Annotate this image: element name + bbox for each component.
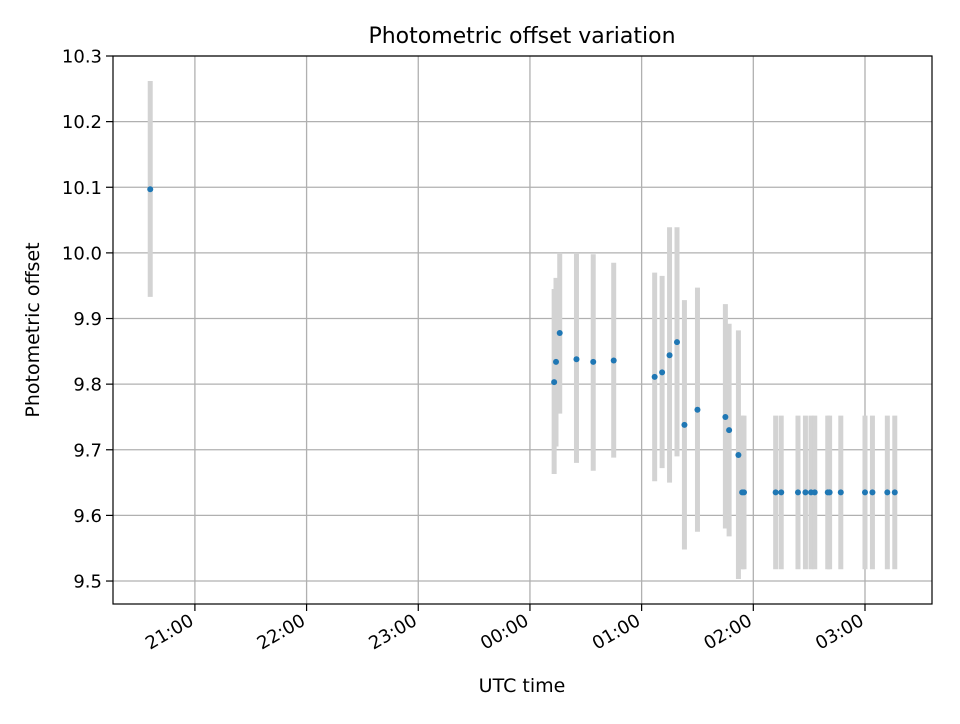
x-tick-label: 22:00	[254, 610, 309, 654]
data-point	[610, 357, 617, 364]
data-point	[694, 406, 701, 413]
data-point	[861, 489, 868, 496]
y-tick-label: 9.9	[73, 309, 102, 330]
plot-frame	[112, 55, 933, 605]
data-point	[794, 489, 801, 496]
x-tick-label: 23:00	[365, 610, 420, 654]
data-point	[884, 489, 891, 496]
data-point	[826, 489, 833, 496]
y-tick-label: 10.2	[62, 112, 102, 133]
data-point	[556, 329, 563, 336]
x-tick-label: 02:00	[700, 610, 755, 654]
y-tick-label: 10.3	[62, 47, 102, 68]
y-tick-label: 9.5	[73, 572, 102, 593]
data-point	[837, 489, 844, 496]
data-point	[553, 358, 560, 365]
data-point	[778, 489, 785, 496]
point-layer	[147, 186, 898, 496]
y-tick-label: 9.8	[73, 375, 102, 396]
data-point	[722, 413, 729, 420]
x-tick-label: 01:00	[589, 610, 644, 654]
data-point	[673, 339, 680, 346]
data-point	[147, 186, 154, 193]
data-point	[551, 379, 558, 386]
y-axis-label: Photometric offset	[22, 242, 44, 417]
x-tick-label: 21:00	[142, 610, 197, 654]
data-point	[666, 352, 673, 359]
y-tick-label: 10.0	[62, 243, 102, 264]
chart-title: Photometric offset variation	[368, 24, 675, 49]
data-point	[573, 356, 580, 363]
y-tick-label: 10.1	[62, 178, 102, 199]
y-tick-label: 9.7	[73, 440, 102, 461]
data-point	[726, 427, 733, 434]
data-point	[651, 373, 658, 380]
data-point	[811, 489, 818, 496]
data-point	[772, 489, 779, 496]
data-point	[869, 489, 876, 496]
data-point	[735, 452, 742, 459]
y-axis: 9.5 9.6 9.7 9.8 9.9 10.0 10.1 10.2 10.3	[62, 47, 113, 593]
data-point	[891, 489, 898, 496]
data-point	[741, 489, 748, 496]
x-axis-label: UTC time	[479, 675, 566, 697]
x-axis: 21:00 22:00 23:00 00:00 01:00 02:00 03:00	[142, 604, 867, 654]
x-tick-label: 00:00	[477, 610, 532, 654]
data-point	[802, 489, 809, 496]
data-point	[659, 369, 666, 376]
x-tick-label: 03:00	[812, 610, 867, 654]
data-point	[590, 358, 597, 365]
y-tick-label: 9.6	[73, 506, 102, 527]
data-point	[681, 421, 688, 428]
